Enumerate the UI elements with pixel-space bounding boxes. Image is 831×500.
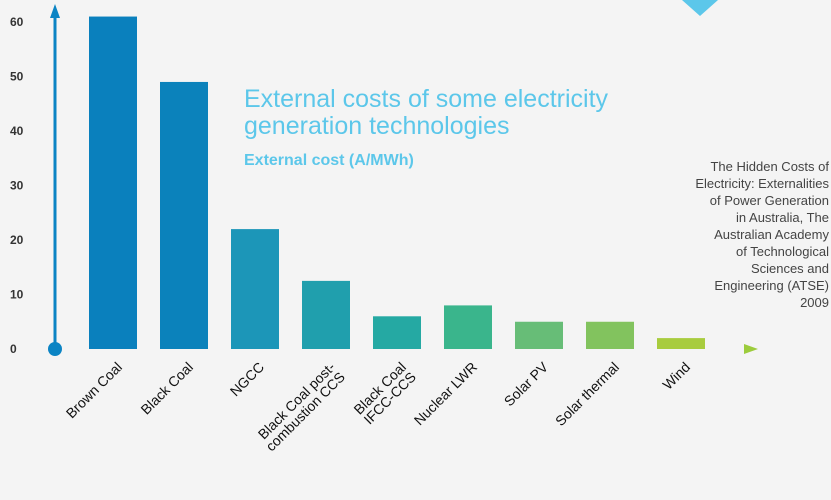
y-tick-label: 60 [10, 15, 24, 29]
x-tick-label: Solar PV [501, 358, 552, 409]
x-tick-label: Nuclear LWR [411, 359, 480, 428]
x-tick-label: Black CoalIFCC-CCS [350, 359, 419, 428]
bar [302, 280, 350, 349]
chart-title: External costs of some electricity gener… [244, 85, 609, 140]
y-tick-label: 30 [10, 179, 24, 193]
bar [586, 321, 634, 349]
y-tick-label: 50 [10, 70, 24, 84]
x-tick-label: NGCC [227, 359, 267, 399]
bar [373, 316, 421, 349]
bar [444, 305, 492, 349]
bar [160, 81, 208, 349]
x-tick-label: Black Coal [137, 359, 196, 418]
chart-source-note: The Hidden Costs of Electricity: Externa… [695, 159, 829, 310]
y-tick-label: 20 [10, 233, 24, 247]
decorative-chevron [682, 0, 718, 16]
x-tick-label: Solar thermal [552, 359, 622, 429]
y-axis-arrow-icon [50, 4, 60, 18]
y-tick-label: 0 [10, 342, 17, 356]
x-tick-label: Brown Coal [63, 359, 125, 421]
y-tick-label: 40 [10, 124, 24, 138]
x-tick-label: Black Coal post-combustion CCS [253, 359, 349, 455]
bar [89, 16, 137, 350]
axis-origin-dot [48, 342, 62, 356]
bar [657, 338, 705, 349]
x-axis-arrow-icon [744, 344, 758, 354]
bar [515, 321, 563, 349]
y-tick-label: 10 [10, 288, 24, 302]
chart-subtitle: External cost (A/MWh) [244, 152, 414, 169]
x-tick-label: Wind [659, 359, 693, 393]
bar [231, 229, 279, 349]
